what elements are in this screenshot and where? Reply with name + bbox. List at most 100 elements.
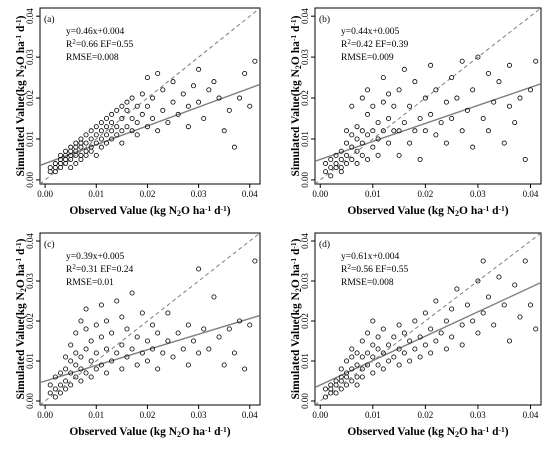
data-point xyxy=(401,330,407,336)
data-point xyxy=(175,330,181,336)
data-point xyxy=(370,370,376,376)
data-point xyxy=(247,103,253,109)
data-point xyxy=(370,318,376,324)
data-point xyxy=(433,87,439,93)
one-to-one-line xyxy=(315,233,541,405)
data-point xyxy=(323,394,329,400)
data-point xyxy=(412,318,418,324)
data-point xyxy=(57,382,63,388)
data-point xyxy=(485,70,491,76)
data-point xyxy=(109,128,115,134)
data-point xyxy=(328,156,334,162)
data-point xyxy=(438,330,444,336)
data-point xyxy=(201,326,207,332)
data-point xyxy=(344,140,350,146)
data-point xyxy=(391,354,397,360)
data-point xyxy=(354,148,360,154)
data-point xyxy=(231,350,237,356)
data-point xyxy=(247,322,253,328)
data-point xyxy=(506,338,512,344)
data-point xyxy=(129,95,135,101)
data-point xyxy=(401,120,407,126)
data-point xyxy=(98,144,104,150)
data-point xyxy=(196,350,202,356)
data-point xyxy=(134,120,140,126)
data-point xyxy=(417,334,423,340)
data-point xyxy=(78,318,84,324)
data-point xyxy=(333,378,339,384)
data-point xyxy=(129,346,135,352)
data-point xyxy=(470,144,476,150)
data-point xyxy=(344,382,350,388)
data-point xyxy=(344,152,350,158)
y-tick-label: 0.03 xyxy=(300,273,310,289)
data-point xyxy=(501,140,507,146)
data-point xyxy=(190,338,196,344)
data-point xyxy=(370,128,376,134)
data-point xyxy=(359,95,365,101)
data-point xyxy=(63,161,69,167)
data-point xyxy=(359,338,365,344)
data-point xyxy=(428,350,434,356)
data-point xyxy=(78,378,84,384)
data-point xyxy=(396,362,402,368)
data-point xyxy=(496,79,502,85)
data-point xyxy=(98,302,104,308)
x-tick-label: 0.04 xyxy=(242,189,258,199)
data-point xyxy=(365,87,371,93)
data-point xyxy=(506,103,512,109)
data-point xyxy=(422,310,428,316)
data-point xyxy=(221,128,227,134)
data-point xyxy=(73,144,79,150)
data-point xyxy=(475,278,481,284)
data-point xyxy=(517,95,523,101)
data-point xyxy=(185,124,191,130)
data-point xyxy=(83,346,89,352)
data-point xyxy=(155,330,161,336)
data-point xyxy=(349,346,355,352)
data-point xyxy=(443,346,449,352)
data-point xyxy=(73,374,79,380)
data-point xyxy=(52,169,58,175)
r2-ef-text: R2=0.31 EF=0.24 xyxy=(66,263,134,275)
data-point xyxy=(323,161,329,167)
data-point xyxy=(470,87,476,93)
data-point xyxy=(412,79,418,85)
data-point xyxy=(206,87,212,93)
data-point xyxy=(73,140,79,146)
data-point xyxy=(412,128,418,134)
data-point xyxy=(73,161,79,167)
data-point xyxy=(422,95,428,101)
regression-line xyxy=(315,281,541,389)
data-point xyxy=(506,62,512,68)
data-point xyxy=(252,58,258,64)
data-point xyxy=(242,366,248,372)
data-point xyxy=(338,165,344,171)
panel-label: (d) xyxy=(319,239,330,250)
data-point xyxy=(134,362,140,368)
x-tick-label: 0.02 xyxy=(417,410,433,420)
data-point xyxy=(454,286,460,292)
data-point xyxy=(165,338,171,344)
y-tick-label: 0.00 xyxy=(300,393,310,409)
data-point xyxy=(47,390,53,396)
r2-ef-text: R2=0.42 EF=0.39 xyxy=(341,38,409,50)
x-axis-title: Observed Value (kg N2O ha-1 d-1) xyxy=(347,204,508,218)
data-point xyxy=(354,350,360,356)
data-point xyxy=(170,99,176,105)
data-point xyxy=(354,382,360,388)
y-tick-label: 0.00 xyxy=(300,172,310,188)
x-tick-label: 0.03 xyxy=(191,189,207,199)
data-point xyxy=(129,116,135,122)
data-point xyxy=(370,103,376,109)
data-point xyxy=(354,136,360,142)
data-point xyxy=(359,366,365,372)
data-point xyxy=(93,322,99,328)
equation-text: y=0.61x+0.004 xyxy=(341,252,399,262)
data-point xyxy=(160,107,166,113)
data-point xyxy=(139,350,145,356)
data-point xyxy=(380,366,386,372)
data-point xyxy=(104,140,110,146)
rmse-text: RMSE=0.009 xyxy=(341,53,394,63)
data-point xyxy=(449,116,455,122)
